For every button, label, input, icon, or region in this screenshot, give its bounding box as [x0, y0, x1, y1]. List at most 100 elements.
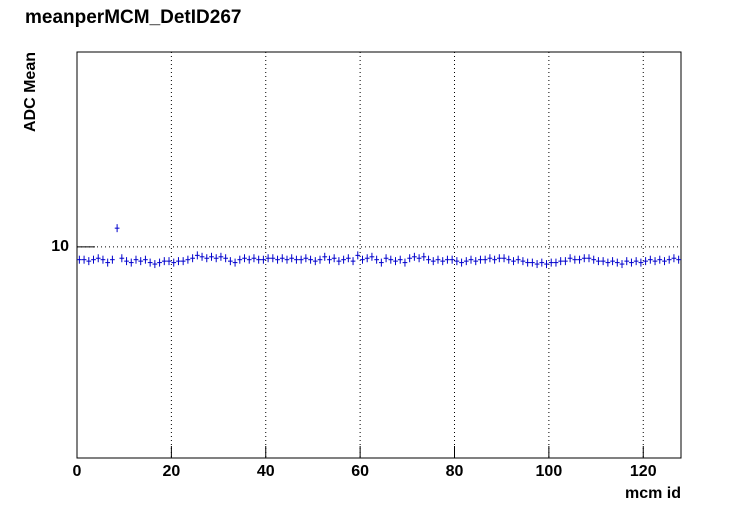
- data-point: [133, 255, 139, 264]
- plot-frame: [76, 51, 682, 459]
- data-point: [350, 257, 356, 266]
- data-point: [463, 257, 469, 266]
- data-point: [402, 258, 408, 267]
- data-point: [279, 254, 285, 263]
- data-point: [95, 254, 101, 263]
- data-point: [261, 255, 266, 264]
- data-point: [515, 255, 521, 264]
- data-point: [473, 257, 479, 266]
- data-point: [426, 255, 431, 264]
- data-point: [86, 257, 92, 266]
- data-point: [289, 254, 295, 263]
- data-point: [449, 255, 455, 264]
- data-point: [506, 255, 512, 264]
- data-point: [256, 255, 262, 264]
- x-tick-label: 60: [351, 463, 369, 480]
- data-point: [176, 257, 181, 266]
- data-point: [652, 257, 658, 266]
- data-point: [421, 252, 427, 261]
- data-point: [539, 258, 545, 267]
- data-point: [468, 255, 474, 264]
- data-point: [105, 258, 111, 267]
- data-point: [416, 254, 422, 263]
- data-point: [180, 257, 186, 266]
- x-tick-label: 100: [536, 463, 563, 480]
- data-point: [77, 255, 82, 264]
- data-point: [209, 252, 214, 261]
- data-point: [548, 258, 554, 267]
- data-point: [600, 257, 606, 266]
- data-point: [228, 257, 233, 266]
- data-point: [605, 258, 611, 267]
- data-point: [374, 255, 379, 264]
- x-tick-label: 120: [630, 463, 657, 480]
- x-tick-label: 40: [257, 463, 275, 480]
- data-point: [284, 255, 290, 264]
- data-point: [586, 254, 592, 263]
- data-point: [530, 258, 535, 267]
- y-axis-label: ADC Mean: [22, 52, 39, 132]
- data-point: [397, 255, 403, 264]
- x-tick-label: 80: [446, 463, 464, 480]
- data-point: [223, 254, 228, 263]
- data-point: [591, 255, 597, 264]
- data-point: [671, 254, 677, 263]
- data-point: [633, 257, 639, 266]
- data-point: [393, 257, 398, 266]
- data-point: [459, 258, 464, 267]
- data-point: [152, 260, 158, 269]
- data-point: [128, 258, 134, 267]
- data-point: [563, 257, 568, 266]
- data-point: [317, 255, 323, 264]
- data-point: [369, 252, 375, 261]
- data-point: [275, 255, 280, 264]
- data-point: [124, 257, 129, 266]
- data-point: [440, 257, 446, 266]
- chart-title: meanperMCM_DetID267: [25, 7, 241, 28]
- data-point: [147, 258, 153, 267]
- data-point: [487, 254, 493, 263]
- data-point: [327, 255, 332, 264]
- data-point: [341, 255, 346, 264]
- data-point: [624, 257, 630, 266]
- data-point: [553, 258, 559, 267]
- data-point: [265, 254, 271, 263]
- data-point: [666, 255, 672, 264]
- data-point: [492, 255, 497, 264]
- data-point: [242, 254, 247, 263]
- data-point: [138, 257, 144, 266]
- data-point: [412, 252, 417, 261]
- data-point: [110, 255, 115, 264]
- data-point: [638, 258, 644, 267]
- data-point: [647, 255, 653, 264]
- data-point: [190, 254, 195, 263]
- data-point: [567, 254, 573, 263]
- data-point: [572, 255, 578, 264]
- data-point: [213, 254, 219, 263]
- data-point: [525, 258, 530, 267]
- data-point: [312, 257, 318, 266]
- data-point: [91, 255, 96, 264]
- data-point: [345, 254, 351, 263]
- data-point: [454, 257, 460, 266]
- data-point: [303, 254, 309, 263]
- data-point: [629, 258, 634, 267]
- data-point: [614, 258, 620, 267]
- data-point: [218, 252, 224, 261]
- data-point: [331, 254, 337, 263]
- data-point: [478, 255, 483, 264]
- data-point: [662, 257, 667, 266]
- data-point: [501, 254, 507, 263]
- data-point: [100, 255, 106, 264]
- data-point: [577, 255, 582, 264]
- data-point: [496, 254, 502, 263]
- data-point: [171, 258, 177, 267]
- data-point: [657, 255, 663, 264]
- data-point: [294, 255, 299, 264]
- data-point: [596, 257, 601, 266]
- data-point: [119, 254, 125, 263]
- data-point: [81, 255, 87, 264]
- data-point: [445, 255, 450, 264]
- data-point: [610, 257, 615, 266]
